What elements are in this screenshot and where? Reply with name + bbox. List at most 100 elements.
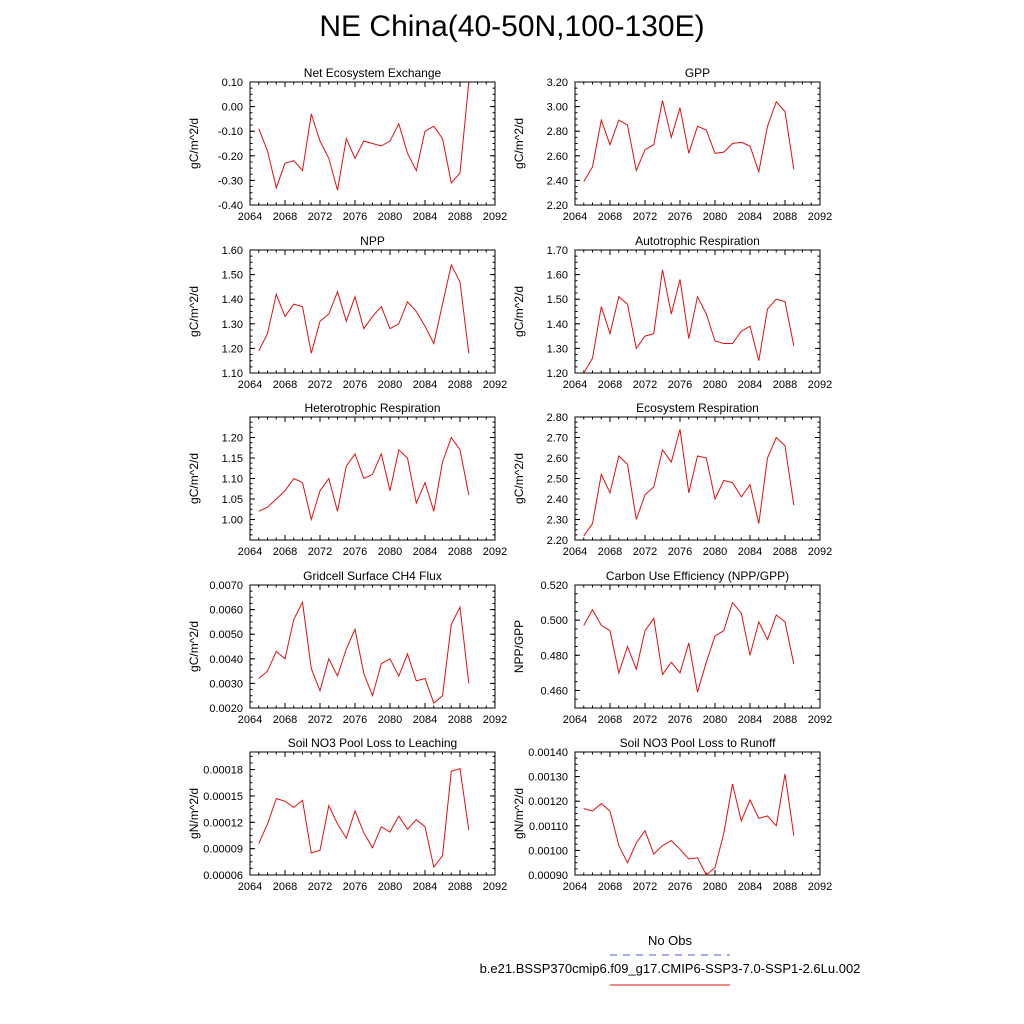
x-tick-label: 2080	[378, 546, 402, 558]
y-tick-label: 0.00110	[529, 821, 568, 833]
y-tick-label: 1.15	[222, 453, 243, 465]
y-tick-label: 3.20	[547, 77, 568, 89]
x-tick-label: 2072	[633, 211, 657, 223]
y-tick-label: 0.00015	[203, 791, 243, 803]
x-tick-label: 2088	[773, 211, 797, 223]
y-tick-label: 0.500	[540, 615, 568, 627]
y-tick-label: 1.60	[547, 270, 568, 282]
x-tick-label: 2068	[273, 546, 297, 558]
y-tick-label: 2.50	[547, 474, 568, 486]
chart-title: GPP	[685, 66, 710, 80]
y-tick-label: 0.00140	[528, 747, 568, 759]
y-axis-label: gC/m^2/d	[187, 453, 201, 504]
x-tick-label: 2092	[808, 211, 832, 223]
chart-title: Ecosystem Respiration	[636, 401, 759, 415]
x-tick-label: 2092	[483, 881, 507, 893]
x-tick-label: 2064	[238, 546, 262, 558]
x-tick-label: 2080	[378, 714, 402, 726]
y-tick-label: 2.70	[547, 433, 568, 445]
x-tick-label: 2076	[668, 546, 692, 558]
y-tick-label: 2.40	[547, 494, 568, 506]
chart-panel: Net Ecosystem Exchange gC/m^2/d 2064 2068 20…	[187, 66, 507, 223]
x-tick-label: 2088	[448, 211, 472, 223]
y-axis-label: gC/m^2/d	[187, 286, 201, 337]
x-tick-label: 2072	[633, 881, 657, 893]
x-tick-label: 2088	[448, 714, 472, 726]
x-tick-label: 2088	[773, 714, 797, 726]
x-tick-label: 2072	[633, 714, 657, 726]
y-tick-label: 1.00	[222, 515, 243, 527]
x-tick-label: 2088	[773, 546, 797, 558]
series-line	[258, 436, 470, 522]
y-tick-label: 1.20	[547, 368, 568, 380]
x-tick-label: 2084	[738, 714, 762, 726]
y-tick-label: 2.20	[547, 200, 568, 212]
x-tick-label: 2064	[238, 379, 262, 391]
x-tick-label: 2064	[563, 546, 587, 558]
y-tick-label: 1.70	[547, 245, 568, 257]
y-tick-label: 0.0070	[209, 580, 243, 592]
y-tick-label: 3.00	[547, 102, 568, 114]
y-tick-label: 2.60	[547, 453, 568, 465]
x-tick-label: 2072	[633, 379, 657, 391]
x-tick-label: 2064	[238, 881, 262, 893]
x-tick-label: 2092	[483, 546, 507, 558]
x-tick-label: 2076	[343, 881, 367, 893]
y-tick-label: 0.00120	[528, 796, 568, 808]
x-tick-label: 2092	[808, 714, 832, 726]
x-tick-label: 2084	[413, 714, 437, 726]
y-tick-label: 2.60	[547, 151, 568, 163]
chart-panel: Heterotrophic Respiration gC/m^2/d 2064 206…	[187, 401, 507, 558]
y-tick-label: 0.480	[540, 650, 568, 662]
x-tick-label: 2084	[413, 881, 437, 893]
series-line	[583, 774, 795, 876]
chart-title: Heterotrophic Respiration	[304, 401, 440, 415]
y-tick-label: 0.460	[540, 685, 568, 697]
y-tick-label: 2.80	[547, 126, 568, 138]
x-tick-label: 2092	[808, 881, 832, 893]
y-tick-label: 0.520	[540, 580, 568, 592]
x-tick-label: 2084	[738, 881, 762, 893]
x-tick-label: 2080	[378, 379, 402, 391]
y-axis-label: gN/m^2/d	[187, 788, 201, 839]
x-tick-label: 2092	[483, 211, 507, 223]
x-tick-label: 2076	[668, 379, 692, 391]
x-tick-label: 2084	[738, 211, 762, 223]
y-tick-label: 1.20	[222, 343, 243, 355]
x-tick-label: 2064	[563, 881, 587, 893]
y-tick-label: -0.20	[218, 151, 243, 163]
y-tick-label: 0.00	[222, 102, 243, 114]
series-line	[258, 263, 470, 354]
y-tick-label: -0.40	[218, 200, 243, 212]
y-tick-label: 1.60	[222, 245, 243, 257]
y-tick-label: 1.50	[547, 294, 568, 306]
y-tick-label: 1.30	[547, 343, 568, 355]
x-tick-label: 2072	[308, 714, 332, 726]
y-tick-label: 0.00018	[203, 765, 243, 777]
y-tick-label: 0.00090	[528, 870, 568, 882]
x-tick-label: 2092	[483, 714, 507, 726]
x-tick-label: 2068	[598, 881, 622, 893]
x-tick-label: 2076	[343, 379, 367, 391]
chart-title: Carbon Use Efficiency (NPP/GPP)	[606, 569, 789, 583]
x-tick-label: 2068	[598, 714, 622, 726]
y-axis-label: gC/m^2/d	[512, 286, 526, 337]
y-axis-label: gC/m^2/d	[187, 621, 201, 672]
x-tick-label: 2092	[808, 379, 832, 391]
y-tick-label: 0.00130	[528, 772, 568, 784]
x-tick-label: 2076	[343, 546, 367, 558]
y-tick-label: 1.40	[547, 319, 568, 331]
y-axis-label: gC/m^2/d	[187, 118, 201, 169]
x-tick-label: 2076	[668, 211, 692, 223]
x-tick-label: 2064	[563, 714, 587, 726]
x-tick-label: 2088	[448, 881, 472, 893]
x-tick-label: 2080	[703, 881, 727, 893]
x-tick-label: 2092	[483, 379, 507, 391]
series-line	[583, 269, 795, 374]
series-line	[258, 768, 470, 869]
x-tick-label: 2084	[413, 379, 437, 391]
y-tick-label: 2.30	[547, 515, 568, 527]
y-tick-label: 1.30	[222, 319, 243, 331]
y-tick-label: -0.10	[218, 126, 243, 138]
